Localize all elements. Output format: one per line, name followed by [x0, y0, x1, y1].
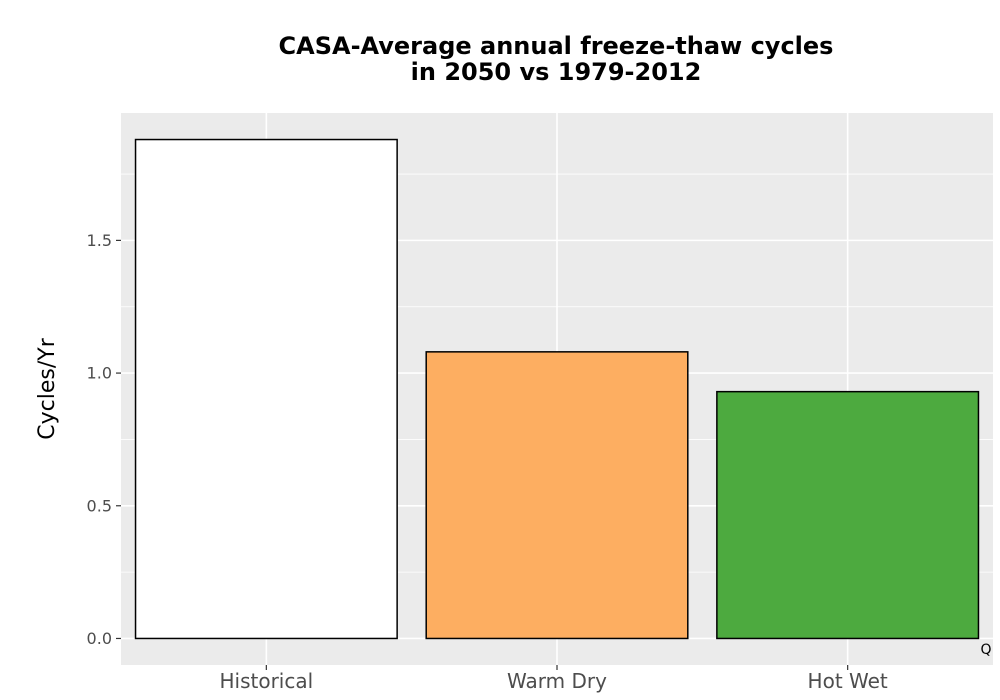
- y-axis-ticks: 0.0 0.5 1.0 1.5: [87, 231, 121, 648]
- y-tick-label: 0.0: [87, 629, 112, 648]
- y-tick-label: 1.0: [87, 364, 112, 383]
- chart-title-line-1: CASA-Average annual freeze-thaw cycles: [279, 32, 834, 60]
- bars: [134, 138, 980, 640]
- bar-hot-wet: [716, 390, 980, 640]
- x-tick-label: Hot Wet: [808, 669, 888, 693]
- y-axis-title: Cycles/Yr: [35, 337, 60, 439]
- y-tick-label: 1.5: [87, 231, 112, 250]
- x-tick-label: Warm Dry: [507, 669, 607, 693]
- x-tick-label: Historical: [219, 669, 313, 693]
- x-axis-ticks: Historical Warm Dry Hot Wet: [219, 665, 888, 693]
- bar-historical: [134, 138, 398, 640]
- chart-title-line-2: in 2050 vs 1979-2012: [411, 58, 702, 86]
- corner-mark: Q: [980, 642, 991, 658]
- y-tick-label: 0.5: [87, 496, 112, 515]
- bar-warm-dry: [425, 351, 689, 640]
